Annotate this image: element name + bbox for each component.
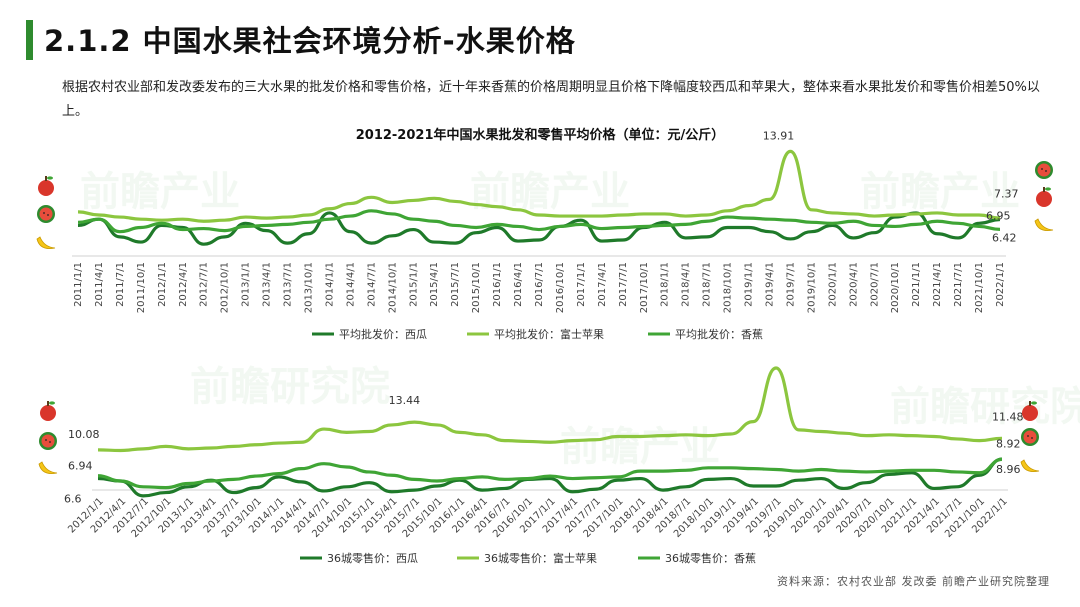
x-tick-label: 2012/4/1 xyxy=(178,262,189,307)
x-tick-label: 2016/7/1 xyxy=(534,262,545,307)
watermelon-icon xyxy=(37,205,55,223)
x-tick-label: 2014/7/1 xyxy=(366,262,377,307)
legend-label: 平均批发价：西瓜 xyxy=(339,327,427,341)
x-tick-label: 2021/1/1 xyxy=(911,262,922,307)
legend-label: 平均批发价：香蕉 xyxy=(675,327,763,341)
x-tick-label: 2015/4/1 xyxy=(429,262,440,307)
x-tick-label: 2011/10/1 xyxy=(136,262,147,313)
watermark: 前瞻产业 xyxy=(860,169,1020,215)
data-label: 10.08 xyxy=(68,428,100,441)
watermelon-icon xyxy=(39,432,57,450)
x-tick-label: 2020/1/1 xyxy=(827,262,838,307)
watermark: 前瞻产业 xyxy=(560,424,720,470)
x-tick-label: 2015/7/1 xyxy=(450,262,461,307)
x-tick-label: 2021/7/1 xyxy=(953,262,964,307)
x-tick-label: 2013/7/1 xyxy=(283,262,294,307)
data-label: 8.92 xyxy=(996,437,1021,450)
x-tick-label: 2013/4/1 xyxy=(262,262,273,307)
series-line-1 xyxy=(77,149,1001,223)
x-tick-label: 2018/7/1 xyxy=(702,262,713,307)
x-tick-label: 2011/4/1 xyxy=(94,262,105,307)
x-tick-label: 2018/10/1 xyxy=(723,262,734,313)
data-label: 13.91 xyxy=(763,129,795,142)
data-label: 8.96 xyxy=(996,463,1021,476)
banana-icon xyxy=(1020,459,1040,472)
x-tick-label: 2016/10/1 xyxy=(555,262,566,313)
legend-label: 36城零售价：富士苹果 xyxy=(484,551,597,565)
x-tick-label: 2012/10/1 xyxy=(220,262,231,313)
series-line-0 xyxy=(77,211,1001,246)
apple-icon xyxy=(40,401,56,421)
x-tick-label: 2013/1/1 xyxy=(241,262,252,307)
x-tick-label: 2012/1/1 xyxy=(157,262,168,307)
apple-icon xyxy=(1022,401,1038,421)
watermark: 前瞻产业 xyxy=(80,169,240,215)
legend-label: 36城零售价：西瓜 xyxy=(327,551,418,565)
title-accent-bar xyxy=(26,20,33,60)
wholesale-chart: 2011/1/1 2011/4/1 2011/7/1 2011/10/1 2012/1/… xyxy=(72,129,1019,341)
x-tick-label: 2017/4/1 xyxy=(597,262,608,307)
x-tick-label: 2011/1/1 xyxy=(73,262,84,307)
x-tick-label: 2013/10/1 xyxy=(304,262,315,313)
x-tick-label: 2015/10/1 xyxy=(471,262,482,313)
page-title: 2.1.2 中国水果社会环境分析-水果价格 xyxy=(44,24,576,58)
x-tick-label: 2016/4/1 xyxy=(513,262,524,307)
apple-icon xyxy=(1036,187,1052,207)
watermark: 前瞻研究院 xyxy=(890,384,1080,430)
series-line-2 xyxy=(77,209,1001,234)
banana-icon xyxy=(38,461,58,474)
banana-icon xyxy=(1034,218,1054,231)
x-tick-label: 2011/7/1 xyxy=(115,262,126,307)
data-label: 11.48 xyxy=(992,410,1024,423)
x-tick-label: 2014/10/1 xyxy=(387,262,398,313)
data-label: 6.42 xyxy=(992,231,1017,244)
x-tick-label: 2020/7/1 xyxy=(869,262,880,307)
x-tick-label: 2021/4/1 xyxy=(932,262,943,307)
x-tick-label: 2019/7/1 xyxy=(785,262,796,307)
watermelon-icon xyxy=(1021,428,1039,446)
series-line-1 xyxy=(97,366,1003,453)
x-tick-label: 2014/4/1 xyxy=(345,262,356,307)
x-tick-label: 2019/1/1 xyxy=(744,262,755,307)
x-tick-label: 2018/1/1 xyxy=(660,262,671,307)
x-tick-label: 2017/1/1 xyxy=(576,262,587,307)
watermelon-icon xyxy=(1035,161,1053,179)
watermark: 前瞻研究院 xyxy=(190,364,390,410)
source-note: 资料来源：农村农业部 发改委 前瞻产业研究院整理 xyxy=(777,575,1050,588)
series-line-2 xyxy=(97,457,1003,490)
x-tick-label: 2015/1/1 xyxy=(408,262,419,307)
x-tick-label: 2022/1/1 xyxy=(995,262,1006,307)
x-tick-label: 2018/4/1 xyxy=(681,262,692,307)
data-label: 6.6 xyxy=(64,493,82,506)
legend-label: 平均批发价：富士苹果 xyxy=(494,327,604,341)
x-tick-label: 2019/4/1 xyxy=(765,262,776,307)
series-line-0 xyxy=(97,457,1003,498)
x-tick-label: 2017/10/1 xyxy=(639,262,650,313)
x-tick-label: 2020/4/1 xyxy=(848,262,859,307)
banana-icon xyxy=(36,236,56,249)
x-tick-label: 2017/7/1 xyxy=(618,262,629,307)
x-tick-label: 2012/7/1 xyxy=(199,262,210,307)
x-tick-label: 2014/1/1 xyxy=(324,262,335,307)
x-tick-label: 2016/1/1 xyxy=(492,262,503,307)
x-tick-label: 2020/10/1 xyxy=(890,262,901,313)
apple-icon xyxy=(38,176,54,196)
x-tick-label: 2021/10/1 xyxy=(974,262,985,313)
x-tick-label: 2019/10/1 xyxy=(806,262,817,313)
data-label: 6.94 xyxy=(68,460,93,473)
chart-title: 2012-2021年中国水果批发和零售平均价格（单位：元/公斤） xyxy=(355,128,725,143)
data-label: 6.95 xyxy=(986,209,1011,222)
data-label: 13.44 xyxy=(389,394,421,407)
data-label: 7.37 xyxy=(994,187,1019,200)
watermarks: 前瞻产业 前瞻产业 前瞻产业 前瞻研究院 前瞻产业 前瞻研究院 xyxy=(80,169,1080,470)
intro-paragraph: 根据农村农业部和发改委发布的三大水果的批发价格和零售价格，近十年来香蕉的价格周期… xyxy=(62,80,1040,119)
legend-label: 36城零售价：香蕉 xyxy=(665,551,756,565)
